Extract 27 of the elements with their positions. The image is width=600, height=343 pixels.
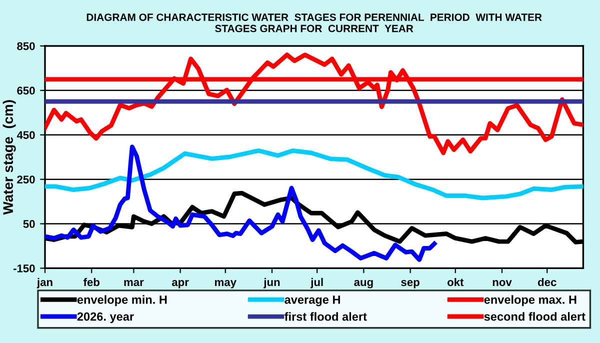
x-tick-label: aug xyxy=(354,280,373,288)
legend-label: envelope max. H xyxy=(484,295,576,306)
legend-label: second flood alert xyxy=(484,312,586,321)
x-tick-label: apr xyxy=(172,280,189,288)
x-tick-label: dec xyxy=(538,278,556,286)
y-tick-label: 850 xyxy=(17,42,35,50)
y-tick-label: 450 xyxy=(16,131,35,140)
legend-label: first flood alert xyxy=(284,312,367,321)
x-tick-label: mar xyxy=(124,280,144,286)
x-tick-label: feb xyxy=(83,278,100,286)
x-tick-label: nov xyxy=(492,280,512,286)
x-tick-label: okt xyxy=(448,278,464,286)
x-tick-label: jul xyxy=(310,278,323,288)
legend-label: 2026. year xyxy=(77,312,134,324)
y-tick-label: -150 xyxy=(13,264,35,272)
legend-label: average H xyxy=(284,296,340,306)
y-tick-label: 250 xyxy=(17,176,35,184)
x-tick-label: may xyxy=(215,280,236,288)
x-tick-label: jan xyxy=(36,278,52,288)
y-tick-label: 50 xyxy=(23,220,35,228)
x-tick-label: jun xyxy=(264,278,280,288)
x-tick-label: sep xyxy=(401,280,420,288)
y-tick-label: 650 xyxy=(17,86,35,95)
legend-label: envelope min. H xyxy=(77,295,167,306)
chart-title: DIAGRAM OF CHARACTERISTIC WATER STAGES FOR PERENNIAL PERIOD WITH WATER STAGES GRAPH FOR CURRENT YEAR xyxy=(86,14,542,32)
y-axis-title: Water stage (cm) xyxy=(2,100,16,215)
line-series xyxy=(45,144,437,262)
